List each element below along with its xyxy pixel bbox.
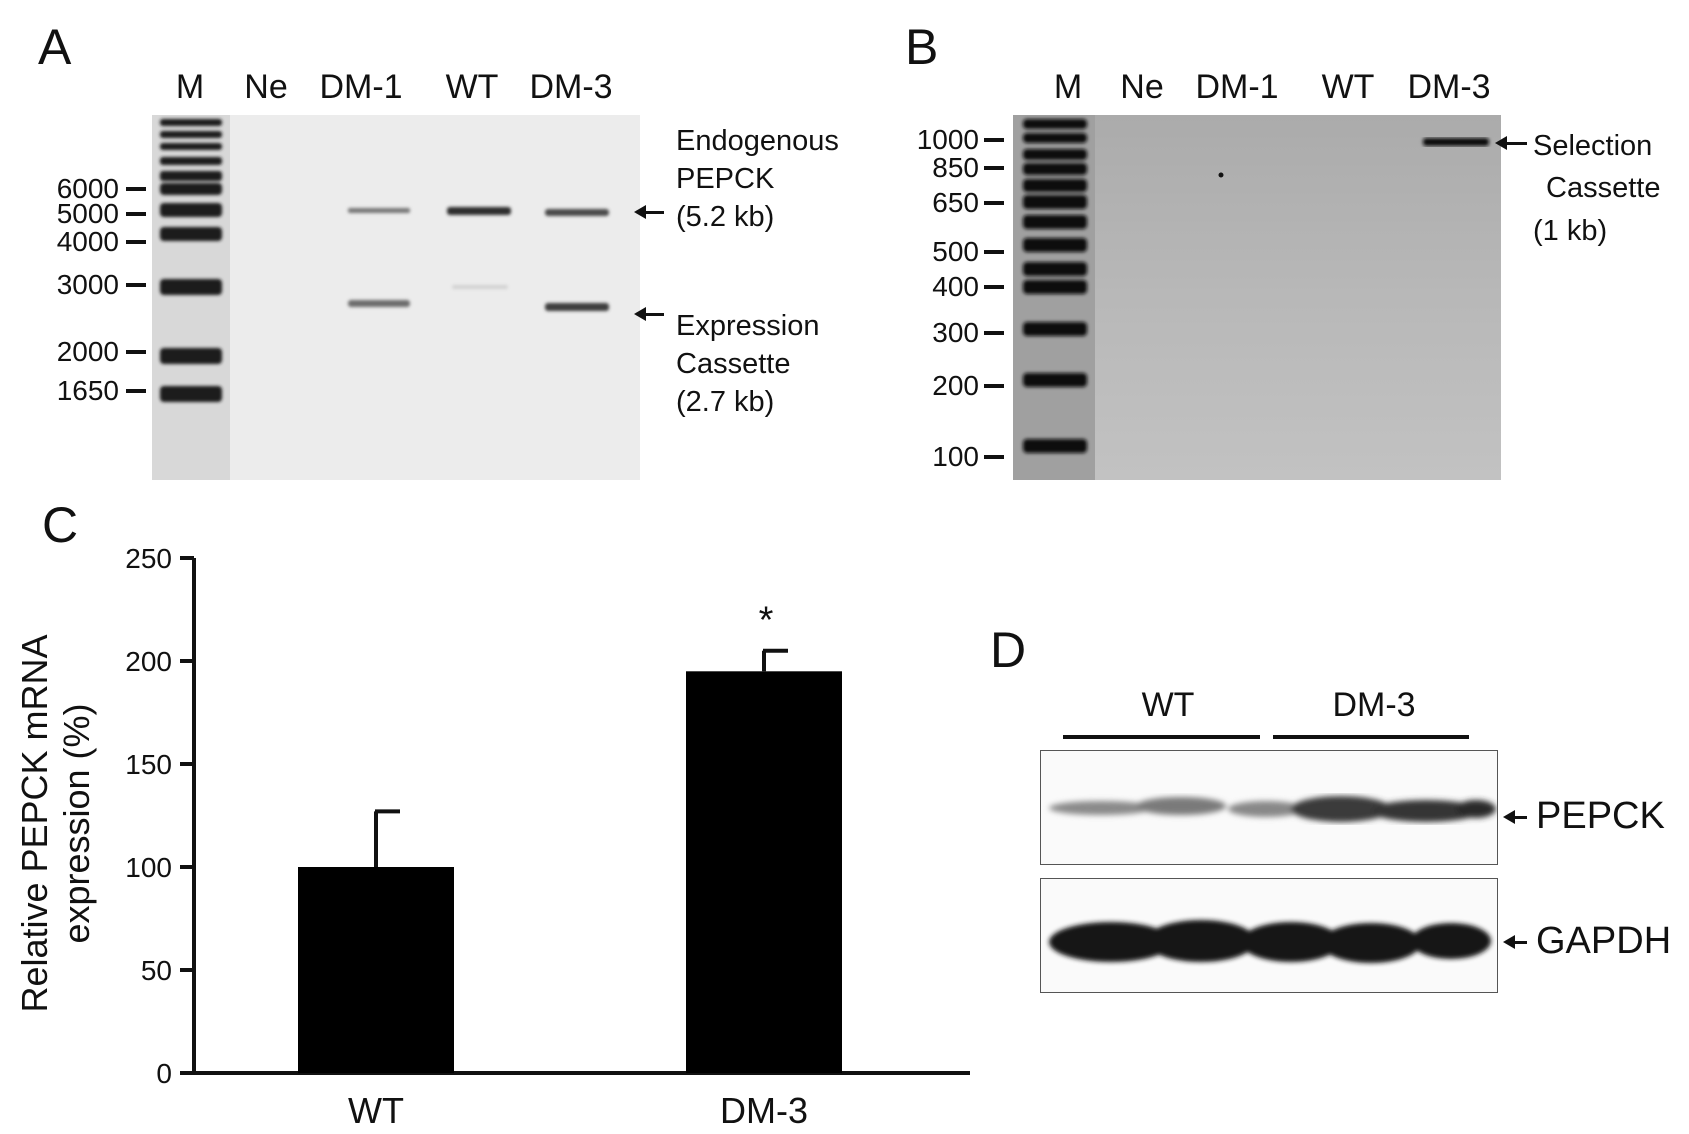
panel-b-tick xyxy=(984,455,1004,459)
blot-pepck xyxy=(1040,750,1498,865)
significance-marker: * xyxy=(759,600,774,642)
panel-b-lane-dm3: DM-3 xyxy=(1407,68,1491,106)
panel-a-tick xyxy=(126,283,146,287)
arrow-left-icon xyxy=(1495,136,1507,150)
y-tick-label: 200 xyxy=(125,646,172,677)
panel-a-tick xyxy=(126,212,146,216)
panel-a-lane-m: M xyxy=(175,68,205,106)
panel-a-tick xyxy=(126,240,146,244)
arrow-left-icon xyxy=(1503,935,1515,949)
bar-dm-3 xyxy=(686,671,842,1073)
arrow-shaft xyxy=(644,211,664,214)
panel-b-tick xyxy=(984,201,1004,205)
panel-a-tick xyxy=(126,187,146,191)
panel-a-tick xyxy=(126,389,146,393)
blot-gapdh xyxy=(1040,878,1498,993)
panel-b-lane-dm1: DM-1 xyxy=(1195,68,1279,106)
panel-a-annotation-line-1: Endogenous xyxy=(676,125,839,157)
panel-d-group-wt: WT xyxy=(1141,686,1195,724)
blot-pepck-image xyxy=(1049,796,1496,822)
panel-b-ladder-400: 400 xyxy=(932,271,979,302)
y-tick-label: 0 xyxy=(156,1058,172,1089)
panel-a-ladder-5000: 5000 xyxy=(56,198,119,229)
bar-chart: 0 50 100 150 200 250 Relative PEPCK mRNAexpres… xyxy=(14,543,970,1131)
panel-b-letter: B xyxy=(905,19,939,75)
panel-b-ladder-500: 500 xyxy=(932,236,979,267)
arrow-left-icon xyxy=(634,205,646,219)
panel-b-tick xyxy=(984,138,1004,142)
panel-a-ladder-1650: 1650 xyxy=(56,375,119,406)
panel-b-lane-m: M xyxy=(1053,68,1083,106)
arrow-left-icon xyxy=(1503,810,1515,824)
panel-a-annotation-line-6: (2.7 kb) xyxy=(676,386,775,418)
panel-a-annotation-line-2: PEPCK xyxy=(676,163,775,195)
panel-a-annotation-line-5: Cassette xyxy=(676,348,791,380)
panel-a-ladder-4000: 4000 xyxy=(56,226,119,257)
y-tick-label: 250 xyxy=(125,543,172,574)
blot-gapdh-image xyxy=(1049,920,1491,963)
gel-image-b xyxy=(1013,115,1501,480)
arrow-shaft xyxy=(1505,142,1527,145)
panel-d-letter: D xyxy=(990,622,1027,678)
panel-b-annotation-line-1: Selection xyxy=(1533,130,1653,162)
panel-b-ladder-200: 200 xyxy=(932,370,979,401)
panel-b-ladder-100: 100 xyxy=(932,441,979,472)
panel-a-ladder-3000: 3000 xyxy=(56,269,119,300)
x-tick-label: WT xyxy=(348,1090,404,1131)
group-line-dm3 xyxy=(1273,735,1469,739)
panel-a-letter: A xyxy=(38,19,72,75)
panel-d-band-gapdh: GAPDH xyxy=(1536,920,1672,962)
panel-b-ladder-1000: 1000 xyxy=(916,124,979,155)
panel-a-ladder-6000: 6000 xyxy=(56,173,119,204)
panel-a-annotation-line-3: (5.2 kb) xyxy=(676,201,775,233)
panel-b-ladder-850: 850 xyxy=(932,152,979,183)
panel-a-lane-dm1: DM-1 xyxy=(319,68,403,106)
x-tick-label: DM-3 xyxy=(720,1090,808,1131)
panel-b-tick xyxy=(984,250,1004,254)
arrow-shaft xyxy=(644,313,664,316)
panel-c-letter: C xyxy=(42,497,79,553)
panel-a-lane-dm3: DM-3 xyxy=(529,68,613,106)
panel-b-lane-wt: WT xyxy=(1321,68,1375,106)
panel-d-group-dm3: DM-3 xyxy=(1332,686,1416,724)
arrow-shaft xyxy=(1513,816,1527,819)
panel-b-tick xyxy=(984,285,1004,289)
panel-a-ladder-2000: 2000 xyxy=(56,336,119,367)
y-tick-label: 150 xyxy=(125,749,172,780)
bar-wt xyxy=(298,867,454,1073)
panel-b-lane-ne: Ne xyxy=(1120,68,1164,106)
y-axis-label: Relative PEPCK mRNAexpression (%) xyxy=(14,634,97,1012)
panel-d-band-pepck: PEPCK xyxy=(1536,795,1665,837)
arrow-shaft xyxy=(1513,941,1527,944)
panel-a-annotation-line-4: Expression xyxy=(676,310,820,342)
panel-b-tick xyxy=(984,384,1004,388)
panel-b-tick xyxy=(984,166,1004,170)
panel-a-tick xyxy=(126,350,146,354)
panel-b-annotation-line-2: Cassette xyxy=(1546,172,1661,204)
arrow-left-icon xyxy=(634,307,646,321)
gel-image-a xyxy=(152,115,640,480)
panel-b-annotation-line-3: (1 kb) xyxy=(1533,215,1608,247)
panel-b-tick xyxy=(984,331,1004,335)
group-line-wt xyxy=(1063,735,1260,739)
panel-a-lane-ne: Ne xyxy=(244,68,288,106)
y-tick-label: 50 xyxy=(141,955,172,986)
y-tick-label: 100 xyxy=(125,852,172,883)
panel-b-ladder-300: 300 xyxy=(932,317,979,348)
panel-b-ladder-650: 650 xyxy=(932,187,979,218)
panel-a-lane-wt: WT xyxy=(445,68,499,106)
